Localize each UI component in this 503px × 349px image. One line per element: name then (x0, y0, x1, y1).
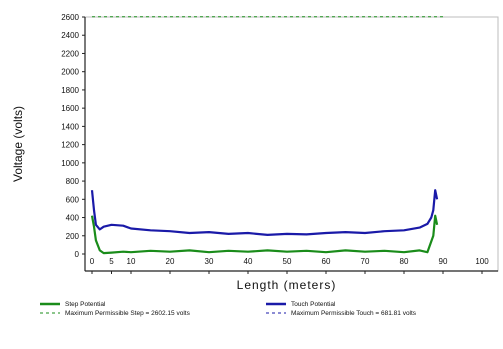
legend-label: Maximum Permissible Touch = 681.81 volts (291, 310, 417, 317)
y-tick-label: 1800 (61, 86, 79, 95)
x-tick-label: 50 (283, 257, 292, 266)
legend-label: Step Potential (65, 301, 106, 308)
y-tick-label: 1600 (61, 104, 79, 113)
y-axis-title: Voltage (volts) (11, 106, 25, 182)
y-tick-label: 1000 (61, 159, 79, 168)
x-tick-label: 20 (166, 257, 175, 266)
x-tick-label: 90 (439, 257, 448, 266)
series-line-0 (90, 214, 439, 255)
x-tick-label: 80 (400, 257, 409, 266)
y-tick-label: 2400 (61, 31, 79, 40)
x-tick-label: 70 (361, 257, 370, 266)
y-tick-label: 2600 (61, 13, 79, 22)
x-axis-title: Length (meters) (237, 278, 337, 292)
y-tick-label: 600 (66, 195, 80, 204)
x-tick-label: 10 (127, 257, 136, 266)
y-tick-label: 1400 (61, 122, 79, 131)
x-tick-label: 30 (205, 257, 214, 266)
y-tick-label: 0 (75, 250, 80, 259)
y-tick-label: 200 (66, 232, 80, 241)
y-tick-label: 2200 (61, 49, 79, 58)
x-tick-label: 100 (475, 257, 489, 266)
x-tick-label: 40 (244, 257, 253, 266)
series-line-1 (90, 189, 439, 236)
y-tick-label: 400 (66, 214, 80, 223)
legend-label: Maximum Permissible Step = 2602.15 volts (65, 310, 191, 317)
y-tick-label: 800 (66, 177, 80, 186)
x-tick-label: 5 (109, 257, 114, 266)
y-tick-label: 2000 (61, 68, 79, 77)
y-tick-label: 1200 (61, 141, 79, 150)
legend-label: Touch Potential (291, 301, 336, 308)
x-tick-label: 0 (90, 257, 95, 266)
x-tick-label: 60 (322, 257, 331, 266)
plot-area (84, 16, 499, 272)
